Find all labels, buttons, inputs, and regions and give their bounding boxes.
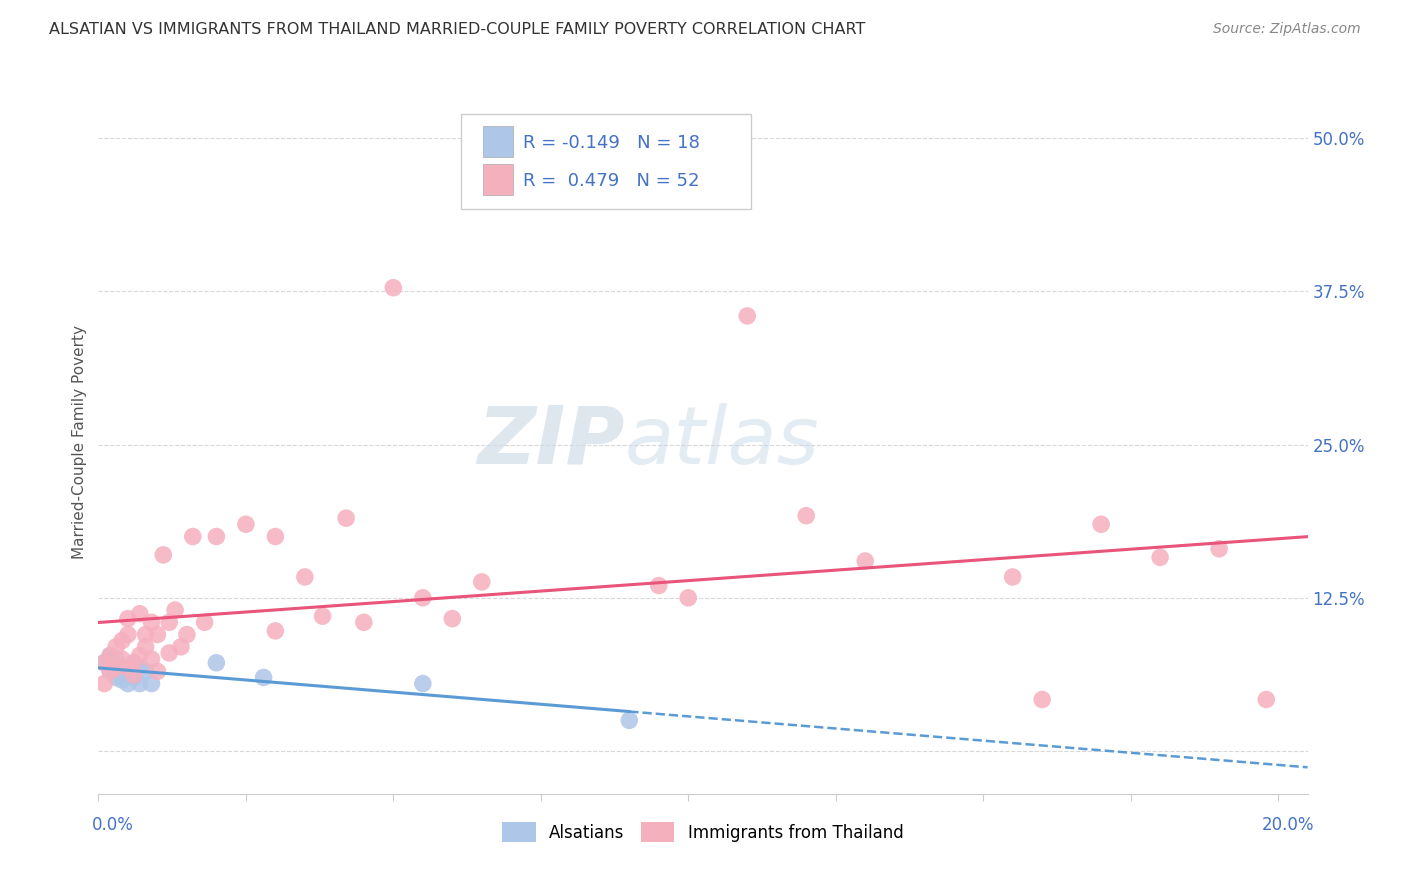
Point — [264, 529, 287, 543]
Point — [176, 627, 198, 641]
Text: atlas: atlas — [624, 402, 820, 481]
Point — [853, 554, 876, 568]
Point — [205, 656, 228, 670]
Point — [353, 615, 375, 630]
Point — [93, 656, 115, 670]
Text: ZIP: ZIP — [477, 402, 624, 481]
Text: 20.0%: 20.0% — [1263, 816, 1315, 834]
Point — [294, 570, 316, 584]
Point — [412, 591, 434, 605]
Point — [1149, 550, 1171, 565]
Point — [135, 665, 157, 679]
Point — [194, 615, 217, 630]
Point — [135, 640, 157, 654]
Point — [165, 603, 187, 617]
Point — [98, 648, 121, 663]
Legend: Alsatians, Immigrants from Thailand: Alsatians, Immigrants from Thailand — [496, 815, 910, 849]
Bar — [482, 126, 513, 157]
Point — [235, 517, 257, 532]
Point — [117, 676, 139, 690]
Text: R = -0.149   N = 18: R = -0.149 N = 18 — [523, 134, 700, 152]
Text: R =  0.479   N = 52: R = 0.479 N = 52 — [523, 172, 699, 190]
Point — [117, 627, 139, 641]
Point — [141, 615, 163, 630]
Point — [122, 656, 145, 670]
Point — [794, 508, 817, 523]
Text: Source: ZipAtlas.com: Source: ZipAtlas.com — [1213, 22, 1361, 37]
Point — [93, 676, 115, 690]
Point — [146, 627, 169, 641]
Point — [111, 660, 134, 674]
FancyBboxPatch shape — [461, 114, 751, 209]
Point — [98, 648, 121, 663]
Point — [141, 652, 163, 666]
Point — [335, 511, 357, 525]
Bar — [482, 164, 513, 195]
Point — [98, 665, 121, 679]
Point — [735, 309, 758, 323]
Point — [128, 648, 150, 663]
Point — [128, 660, 150, 674]
Point — [105, 640, 128, 654]
Point — [93, 656, 115, 670]
Point — [122, 670, 145, 684]
Point — [122, 668, 145, 682]
Point — [1001, 570, 1024, 584]
Point — [678, 591, 700, 605]
Y-axis label: Married-Couple Family Poverty: Married-Couple Family Poverty — [72, 325, 87, 558]
Point — [619, 714, 641, 728]
Point — [252, 670, 274, 684]
Point — [105, 660, 128, 674]
Point — [111, 652, 134, 666]
Point — [1208, 541, 1230, 556]
Point — [157, 615, 180, 630]
Point — [471, 574, 494, 589]
Point — [648, 578, 671, 592]
Point — [1256, 692, 1278, 706]
Point — [152, 548, 174, 562]
Point — [128, 607, 150, 621]
Point — [441, 612, 464, 626]
Point — [128, 676, 150, 690]
Point — [146, 665, 169, 679]
Text: ALSATIAN VS IMMIGRANTS FROM THAILAND MARRIED-COUPLE FAMILY POVERTY CORRELATION C: ALSATIAN VS IMMIGRANTS FROM THAILAND MAR… — [49, 22, 866, 37]
Point — [135, 627, 157, 641]
Point — [105, 670, 128, 684]
Point — [205, 529, 228, 543]
Point — [181, 529, 204, 543]
Text: 0.0%: 0.0% — [91, 816, 134, 834]
Point — [412, 676, 434, 690]
Point — [111, 633, 134, 648]
Point — [311, 609, 333, 624]
Point — [1090, 517, 1112, 532]
Point — [111, 673, 134, 687]
Point — [1031, 692, 1053, 706]
Point — [141, 676, 163, 690]
Point — [117, 660, 139, 674]
Point — [170, 640, 193, 654]
Point — [122, 656, 145, 670]
Point — [105, 652, 128, 666]
Point — [98, 665, 121, 679]
Point — [264, 624, 287, 638]
Point — [382, 281, 405, 295]
Point — [157, 646, 180, 660]
Point — [117, 612, 139, 626]
